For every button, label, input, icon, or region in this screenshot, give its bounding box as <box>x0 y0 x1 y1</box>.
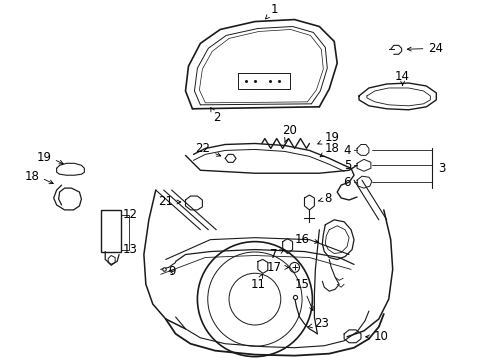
Text: 19: 19 <box>317 131 339 144</box>
Bar <box>101 210 121 252</box>
Text: 15: 15 <box>294 278 313 311</box>
Text: 4: 4 <box>343 144 350 157</box>
Text: 13: 13 <box>123 243 138 256</box>
Text: 6: 6 <box>343 176 350 189</box>
Text: 20: 20 <box>282 124 296 143</box>
Text: 18: 18 <box>320 142 339 157</box>
Text: 1: 1 <box>265 3 278 19</box>
Text: 21: 21 <box>158 195 181 208</box>
Text: 24: 24 <box>407 42 443 55</box>
Text: 2: 2 <box>210 108 220 124</box>
Text: 8: 8 <box>318 192 331 204</box>
Text: 23: 23 <box>308 318 328 330</box>
Text: 12: 12 <box>123 208 138 221</box>
Text: 10: 10 <box>365 330 388 343</box>
Text: 18: 18 <box>25 170 40 183</box>
Text: 19: 19 <box>37 151 52 164</box>
Text: 22: 22 <box>195 142 220 156</box>
Text: 9: 9 <box>168 265 175 278</box>
Text: 3: 3 <box>437 162 445 175</box>
Text: 5: 5 <box>343 159 350 172</box>
Text: 14: 14 <box>394 69 409 85</box>
Text: 17: 17 <box>266 261 288 274</box>
Text: 11: 11 <box>250 274 265 291</box>
Text: 16: 16 <box>294 233 318 246</box>
Text: 7: 7 <box>270 248 283 261</box>
